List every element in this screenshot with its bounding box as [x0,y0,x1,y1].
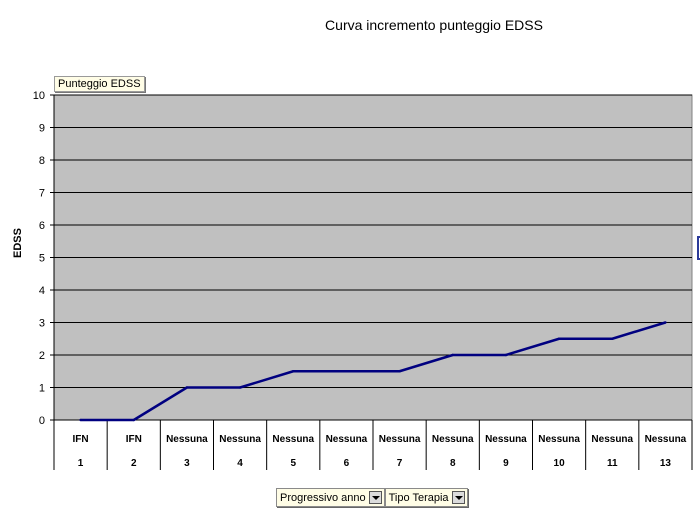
progressivo-anno-label: Progressivo anno [280,491,366,504]
y-tick-label: 7 [39,188,45,200]
data-point [292,370,295,373]
y-tick-label: 5 [39,253,45,265]
y-tick-label: 8 [39,155,45,167]
data-point [398,370,401,373]
data-point [504,353,508,357]
data-point [185,386,189,389]
data-point [451,353,454,357]
data-field-button[interactable]: Punteggio EDSS [54,76,145,92]
x-category-label: IFN [73,434,89,445]
data-point [238,386,242,389]
x-category-label: Nessuna [166,434,208,445]
y-tick-label: 4 [39,285,45,297]
y-tick-label: 6 [39,220,45,232]
y-tick-label: 3 [39,318,45,330]
dropdown-arrow-icon[interactable] [451,491,465,504]
data-point [611,337,614,340]
data-point [132,418,135,422]
x-category-label: Nessuna [591,434,633,445]
x-subcategory-label: 4 [237,458,243,469]
y-tick-label: 9 [39,123,45,135]
chart-title: Curva incremento punteggio EDSS [325,17,543,33]
x-subcategory-label: 9 [503,458,509,469]
x-subcategory-label: 6 [344,458,350,469]
data-point [345,370,348,373]
x-subcategory-label: 1 [78,458,84,469]
legend-edge-marker [697,236,700,260]
x-subcategory-label: 13 [660,458,672,469]
x-category-label: Nessuna [485,434,527,445]
x-subcategory-label: 5 [290,458,296,469]
data-point [79,418,82,422]
y-tick-label: 1 [39,383,45,395]
y-tick-label: 2 [39,350,45,362]
x-category-label: Nessuna [219,434,261,445]
data-point [664,321,667,324]
tipo-terapia-dropdown[interactable]: Tipo Terapia [384,488,468,507]
x-category-label: Nessuna [326,434,368,445]
progressivo-anno-dropdown[interactable]: Progressivo anno [276,488,385,507]
dropdown-arrow-icon[interactable] [368,491,382,504]
x-subcategory-label: 3 [184,458,190,469]
x-subcategory-label: 7 [397,458,403,469]
x-subcategory-label: 2 [131,458,137,469]
x-category-label: Nessuna [432,434,474,445]
tipo-terapia-label: Tipo Terapia [388,491,449,504]
x-category-label: IFN [126,434,142,445]
edss-series-line [80,321,666,422]
y-tick-label: 10 [33,90,45,102]
x-category-label: Nessuna [272,434,314,445]
y-tick-label: 0 [39,415,45,427]
x-subcategory-label: 11 [607,458,618,469]
x-category-label: Nessuna [379,434,421,445]
pivot-field-dropdowns: Progressivo anno Tipo Terapia [276,488,468,507]
x-subcategory-label: 10 [554,458,566,469]
x-category-label: Nessuna [538,434,580,445]
x-subcategory-label: 8 [450,458,456,469]
x-category-label: Nessuna [645,434,687,445]
data-point [557,337,561,340]
